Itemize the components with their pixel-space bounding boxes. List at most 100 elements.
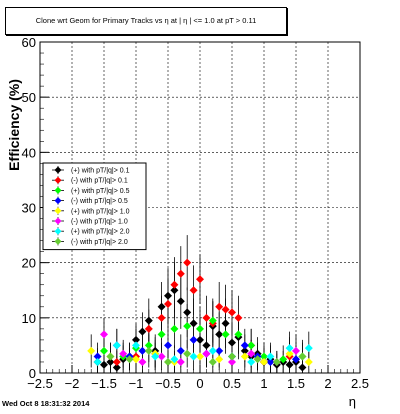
data-point: [170, 355, 179, 364]
y-tick-label: 10: [22, 311, 36, 326]
data-point: [100, 346, 108, 355]
data-point: [215, 330, 224, 339]
data-point: [119, 349, 128, 358]
data-point: [176, 357, 185, 366]
data-point: [170, 286, 179, 295]
data-point: [240, 341, 249, 350]
x-tick-label: 2: [324, 376, 331, 391]
data-point: [298, 352, 307, 361]
legend-entry-label: (-) with pT/|q|> 1.0: [71, 219, 128, 226]
y-tick-label: 40: [22, 145, 36, 160]
data-point: [112, 363, 121, 372]
data-point: [292, 355, 300, 364]
data-point: [208, 346, 217, 355]
data-point: [138, 346, 147, 355]
data-point: [93, 357, 102, 366]
data-point: [260, 352, 268, 361]
x-tick-label: 2.5: [351, 376, 369, 391]
data-point: [106, 352, 115, 361]
data-point: [189, 319, 198, 328]
y-tick-label: 30: [22, 201, 36, 216]
data-point: [132, 341, 140, 350]
data-point: [144, 341, 153, 350]
x-tick-label: 1.5: [287, 376, 305, 391]
data-point: [112, 357, 121, 366]
data-point: [247, 349, 256, 358]
data-point: [151, 352, 160, 361]
data-point: [170, 280, 179, 289]
data-point: [240, 346, 249, 355]
legend-entry-label: (-) with pT/|q|> 0.1: [71, 178, 128, 185]
data-point: [272, 357, 281, 366]
data-point: [215, 302, 224, 311]
data-point: [285, 349, 294, 358]
legend-entry-label: (-) with pT/|q|> 0.5: [71, 198, 128, 205]
y-tick-label: 20: [22, 256, 36, 271]
data-point: [144, 346, 153, 355]
data-point: [132, 355, 140, 364]
data-point: [285, 360, 294, 369]
data-point: [157, 330, 166, 339]
data-point: [234, 330, 243, 339]
data-point: [138, 357, 147, 366]
data-point: [112, 341, 121, 350]
data-point: [164, 357, 172, 366]
data-point: [87, 346, 96, 355]
y-axis-ticks: 0 10 20 30 40 50 60: [22, 35, 49, 381]
data-point: [215, 355, 224, 364]
data-point: [240, 352, 249, 361]
timestamp: Wed Oct 8 18:31:32 2014: [2, 399, 90, 408]
legend-marker: [54, 176, 62, 184]
data-point: [196, 324, 204, 333]
legend-entry-label: (-) with pT/|q|> 2.0: [71, 239, 128, 246]
data-point: [164, 341, 172, 350]
plot-title: Clone wrt Geom for Primary Tracks vs η a…: [5, 7, 287, 35]
data-point: [196, 275, 204, 284]
legend-marker: [54, 186, 62, 194]
data-point: [183, 349, 192, 358]
legend-marker: [54, 227, 62, 235]
legend-entry-label: (+) with pT/|q|> 0.5: [71, 188, 130, 195]
x-tick-label: 0.5: [223, 376, 241, 391]
data-point: [247, 341, 256, 350]
x-tick-label: −1: [129, 376, 144, 391]
data-point: [176, 297, 185, 306]
data-points: [87, 258, 313, 372]
data-point: [138, 327, 147, 336]
legend-box: [42, 162, 147, 251]
data-point: [183, 308, 192, 317]
data-point: [100, 330, 108, 339]
x-tick-label: −1.5: [91, 376, 117, 391]
y-tick-label: 0: [29, 366, 36, 381]
data-point: [106, 357, 115, 366]
data-point: [170, 324, 179, 333]
data-point: [215, 346, 224, 355]
data-point: [164, 291, 172, 300]
legend-marker: [54, 207, 62, 215]
data-point: [221, 330, 230, 339]
legend: (+) with pT/|q|> 0.1 (-) with pT/|q|> 0.1…: [42, 162, 147, 251]
legend-marker: [54, 197, 62, 205]
data-point: [228, 352, 236, 361]
data-point: [260, 357, 268, 366]
x-tick-label: −2.5: [27, 376, 53, 391]
data-point: [164, 300, 172, 309]
data-point: [157, 302, 166, 311]
data-point: [132, 335, 140, 344]
data-point: [285, 344, 294, 353]
data-point: [304, 357, 313, 366]
data-point: [298, 363, 307, 372]
data-point: [189, 352, 198, 361]
data-point: [228, 308, 236, 317]
data-point: [157, 352, 166, 361]
data-point: [279, 355, 288, 364]
data-point: [253, 355, 262, 364]
data-point: [144, 316, 153, 325]
legend-marker: [54, 166, 62, 174]
data-point: [202, 349, 211, 358]
data-point: [157, 313, 166, 322]
legend-entry-label: (+) with pT/|q|> 2.0: [71, 229, 130, 236]
x-axis-label: η: [348, 394, 356, 409]
data-point: [176, 346, 185, 355]
